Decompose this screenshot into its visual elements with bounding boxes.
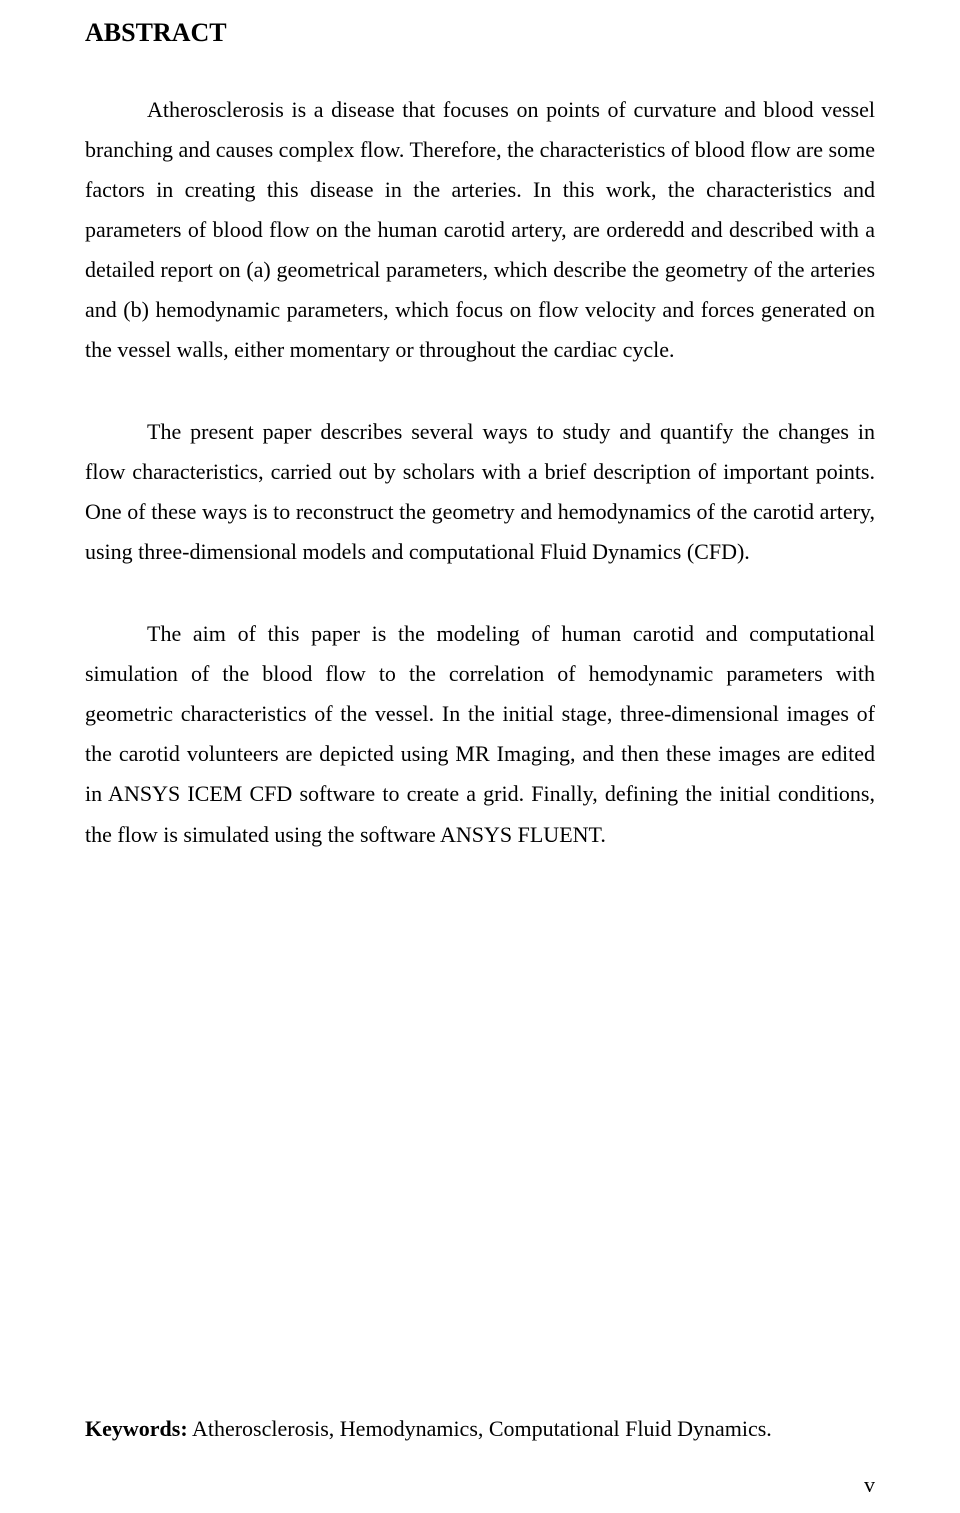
page-number: v	[864, 1472, 875, 1498]
keywords-value: Atherosclerosis, Hemodynamics, Computati…	[188, 1416, 772, 1441]
page-container: ABSTRACT Atherosclerosis is a disease th…	[0, 0, 960, 855]
abstract-paragraph-2: The present paper describes several ways…	[85, 412, 875, 572]
abstract-paragraph-1: Atherosclerosis is a disease that focuse…	[85, 90, 875, 370]
abstract-paragraph-3: The aim of this paper is the modeling of…	[85, 614, 875, 854]
keywords-label: Keywords:	[85, 1416, 188, 1441]
keywords-line: Keywords: Atherosclerosis, Hemodynamics,…	[85, 1409, 875, 1449]
abstract-heading: ABSTRACT	[85, 18, 875, 48]
